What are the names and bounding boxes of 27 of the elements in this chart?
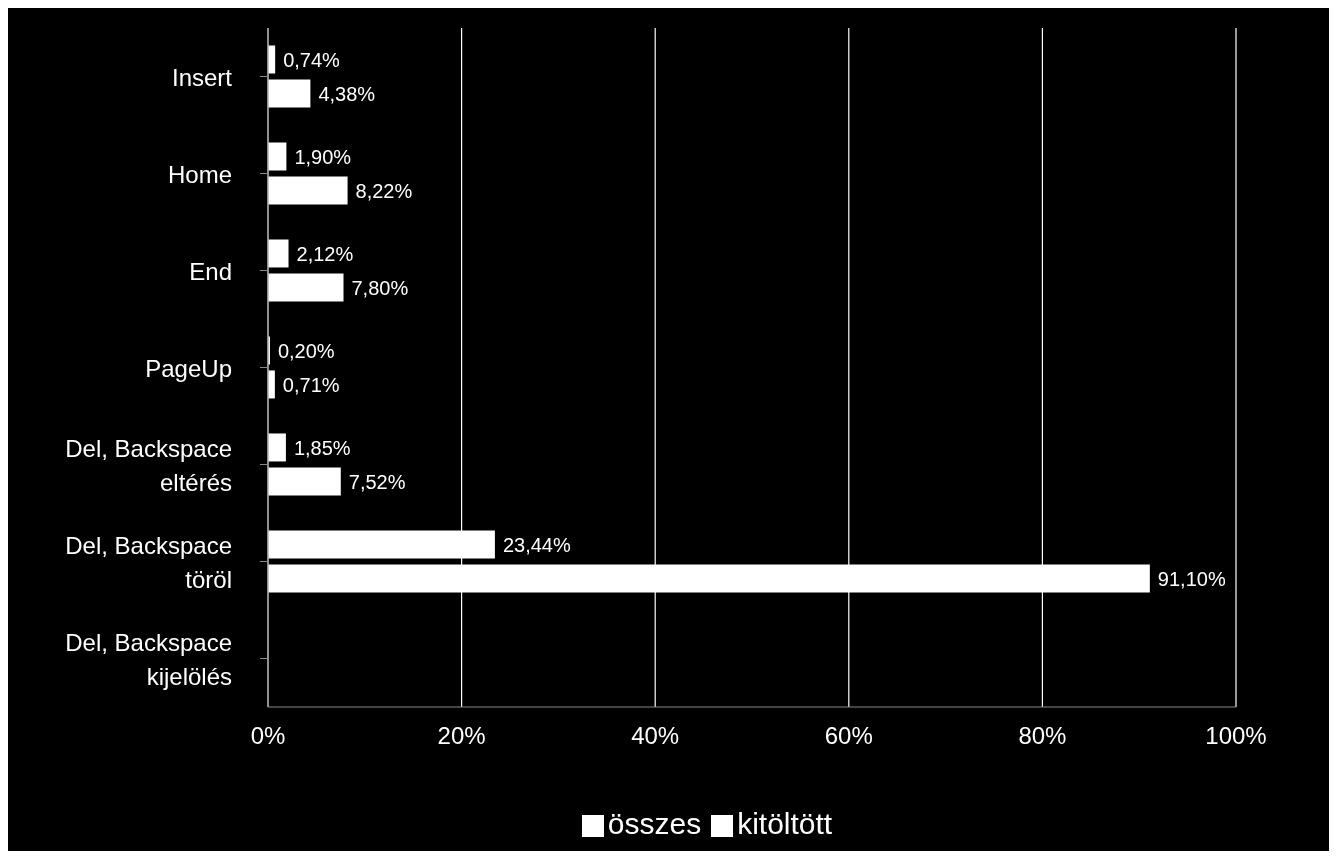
legend-label: összes: [607, 807, 702, 840]
data-label: 1,85%: [293, 436, 351, 459]
data-label: 23,44%: [502, 533, 571, 556]
x-tick-label: 80%: [1018, 722, 1067, 750]
data-label: 8,22%: [355, 179, 413, 202]
data-label: 0,20%: [277, 339, 335, 362]
legend-label: kitöltött: [737, 807, 833, 840]
data-label: 0,74%: [283, 48, 341, 71]
data-label: 91,10%: [1157, 567, 1226, 590]
y-tick-label: Del, Backspace kijelölés: [65, 628, 232, 689]
y-tick-label: Insert: [171, 63, 233, 90]
data-label: 7,80%: [351, 276, 409, 299]
y-tick-label: Del, Backspace töröl: [65, 531, 232, 592]
y-tick-label: PageUp: [145, 354, 232, 381]
data-label: 2,12%: [296, 242, 354, 265]
data-label: 4,38%: [318, 82, 376, 105]
y-tick-label: Del, Backspace eltérés: [65, 434, 232, 495]
x-tick-label: 40%: [631, 722, 680, 750]
x-tick-label: 100%: [1205, 722, 1267, 750]
x-tick-label: 0%: [250, 722, 286, 750]
data-label: 1,90%: [294, 145, 352, 168]
y-tick-label: End: [189, 257, 232, 284]
x-tick-label: 60%: [824, 722, 873, 750]
y-tick-label: Home: [167, 160, 232, 187]
x-tick-label: 20%: [437, 722, 486, 750]
data-label: 0,71%: [282, 373, 340, 396]
data-label: 7,52%: [348, 470, 406, 493]
